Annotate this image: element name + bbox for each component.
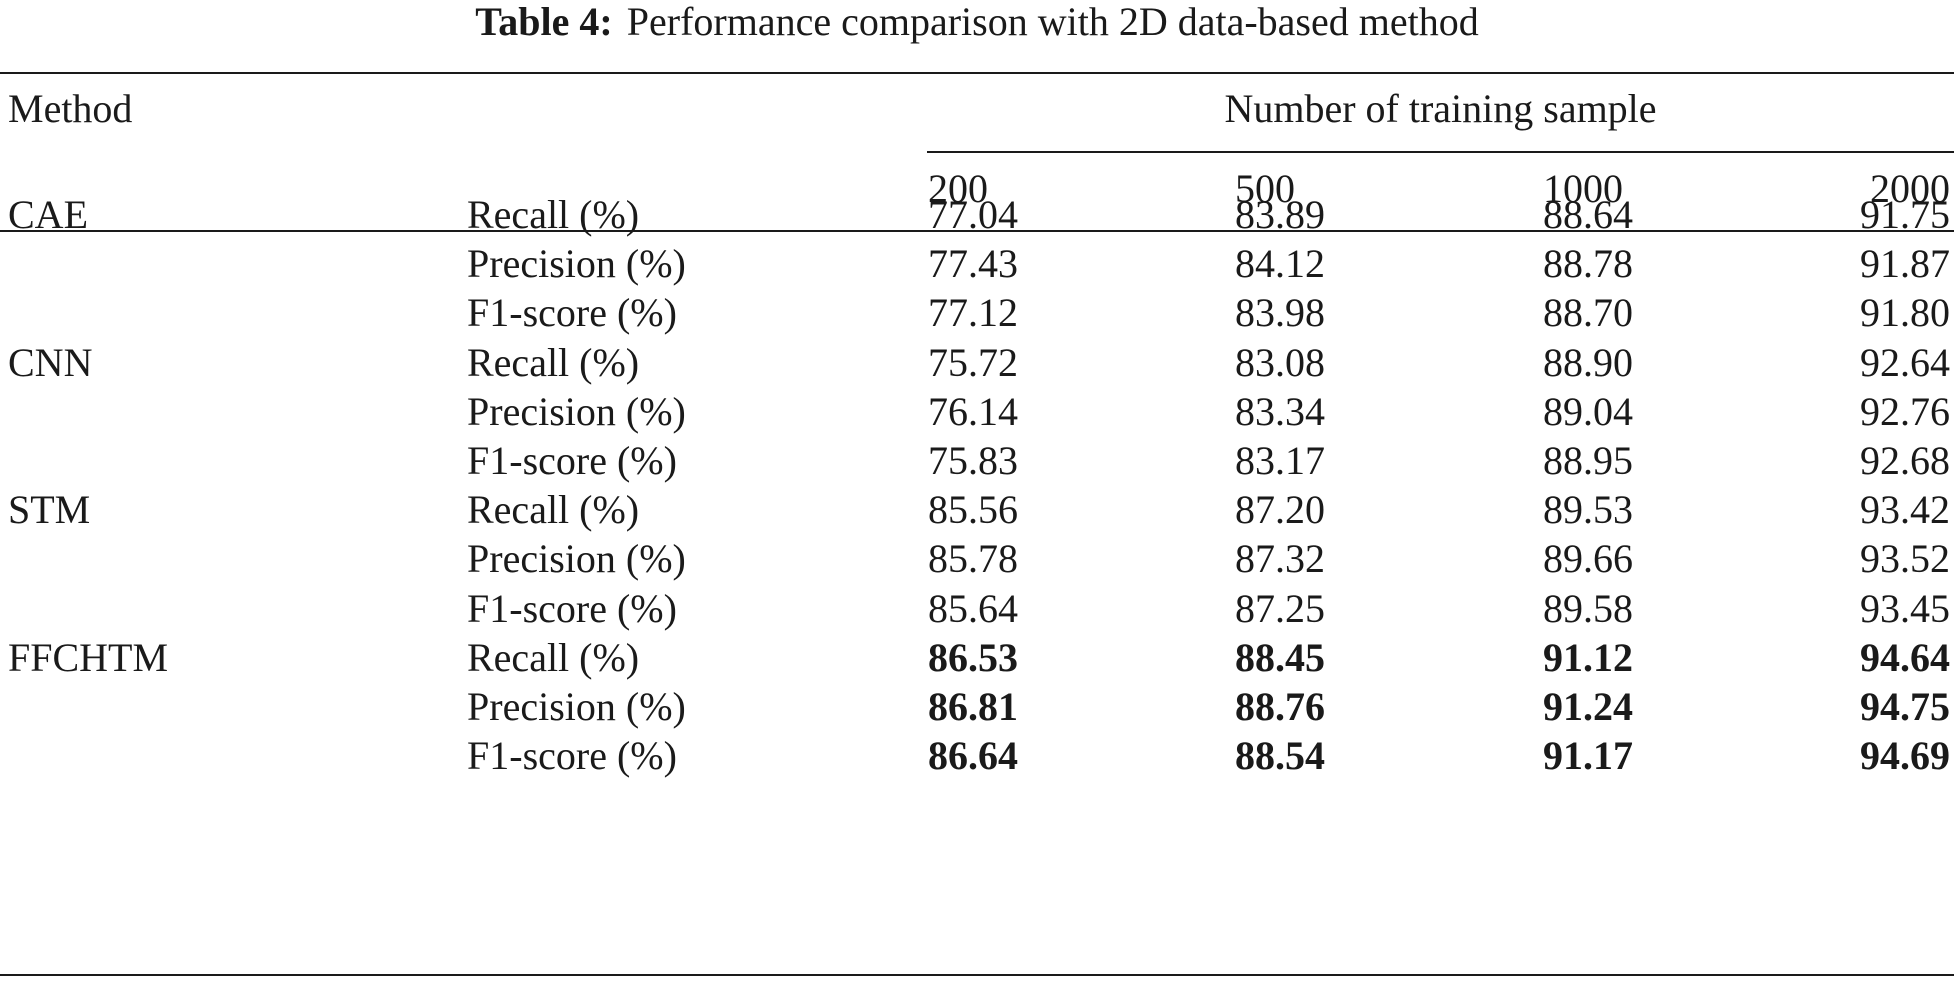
value-cell: 86.53: [928, 634, 1018, 680]
table-row: FFCHTM Recall (%) 86.53 88.45 91.12 94.64: [0, 634, 1954, 697]
table-row: F1-score (%) 75.83 83.17 88.95 92.68: [0, 439, 1954, 500]
value-cell: 75.72: [928, 339, 1018, 385]
metric-name: Recall (%): [467, 339, 640, 385]
value-cell: 93.52: [1860, 536, 1950, 582]
value-cell: 89.66: [1543, 536, 1633, 582]
value-cell: 85.56: [928, 487, 1018, 533]
value-cell: 76.14: [928, 388, 1018, 434]
table-row: F1-score (%) 86.64 88.54 91.17 94.69: [0, 734, 1954, 795]
metric-name: Recall (%): [467, 192, 640, 237]
value-cell: 92.64: [1860, 339, 1950, 385]
value-cell: 93.42: [1860, 487, 1950, 533]
value-cell: 91.87: [1860, 241, 1950, 287]
column-header-2000: 2000: [1870, 166, 1950, 211]
value-cell: 87.25: [1235, 585, 1325, 631]
value-cell: 89.58: [1543, 585, 1633, 631]
value-cell: 87.20: [1235, 487, 1325, 533]
value-cell: 85.78: [928, 536, 1018, 582]
value-cell: 83.98: [1235, 290, 1325, 336]
value-cell: 94.69: [1860, 733, 1950, 779]
value-cell: 88.64: [1543, 192, 1633, 237]
metric-name: F1-score (%): [467, 290, 677, 336]
value-cell: 88.78: [1543, 241, 1633, 287]
metric-name: Precision (%): [467, 684, 686, 729]
value-cell: 83.34: [1235, 388, 1325, 434]
value-cell: 94.75: [1860, 684, 1950, 729]
value-cell: 83.89: [1235, 192, 1325, 237]
value-cell: 88.90: [1543, 339, 1633, 385]
caption-text: Performance comparison with 2D data-base…: [626, 0, 1479, 44]
value-cell: 77.43: [928, 241, 1018, 287]
column-header-500: 500: [1235, 166, 1295, 211]
value-cell: 88.54: [1235, 733, 1325, 779]
metric-name: Recall (%): [467, 634, 640, 680]
caption-label: Table 4:: [475, 0, 613, 44]
metric-name: Precision (%): [467, 241, 686, 287]
group-header-rule: [927, 151, 1954, 153]
metric-name: F1-score (%): [467, 733, 677, 779]
value-cell: 91.12: [1543, 634, 1633, 680]
method-name: STM: [8, 487, 91, 533]
value-cell: 93.45: [1860, 585, 1950, 631]
column-header-1000: 1000: [1543, 166, 1623, 211]
value-cell: 85.64: [928, 585, 1018, 631]
value-cell: 75.83: [928, 438, 1018, 483]
value-cell: 87.32: [1235, 536, 1325, 582]
value-cell: 77.04: [928, 192, 1018, 237]
value-cell: 91.75: [1860, 192, 1950, 237]
training-sample-group-header: Number of training sample: [1224, 86, 1657, 131]
value-cell: 89.53: [1543, 487, 1633, 533]
table-row: STM Recall (%) 85.56 87.20 89.53 93.42: [0, 488, 1954, 549]
metric-name: F1-score (%): [467, 438, 677, 483]
table-row: F1-score (%) 77.12 83.98 88.70 91.80: [0, 291, 1954, 352]
table-row: CNN Recall (%) 75.72 83.08 88.90 92.64: [0, 339, 1954, 402]
table-row: Precision (%) 86.81 88.76 91.24 94.75: [0, 685, 1954, 746]
value-cell: 88.70: [1543, 290, 1633, 336]
value-cell: 91.17: [1543, 733, 1633, 779]
value-cell: 86.64: [928, 733, 1018, 779]
value-cell: 91.80: [1860, 290, 1950, 336]
method-name: CNN: [8, 339, 93, 385]
table-row: F1-score (%) 85.64 87.25 89.58 93.45: [0, 585, 1954, 648]
metric-name: Precision (%): [467, 388, 686, 434]
table-caption: Table 4: Performance comparison with 2D d…: [0, 0, 1954, 44]
column-header-200: 200: [928, 166, 988, 211]
table-row: Precision (%) 76.14 83.34 89.04 92.76: [0, 388, 1954, 451]
value-cell: 94.64: [1860, 634, 1950, 680]
value-cell: 89.04: [1543, 388, 1633, 434]
value-cell: 86.81: [928, 684, 1018, 729]
value-cell: 88.95: [1543, 438, 1633, 483]
table-row: Precision (%) 77.43 84.12 88.78 91.87: [0, 242, 1954, 303]
value-cell: 91.24: [1543, 684, 1633, 729]
metric-name: F1-score (%): [467, 585, 677, 631]
value-cell: 83.17: [1235, 438, 1325, 483]
top-rule: [0, 72, 1954, 74]
value-cell: 84.12: [1235, 241, 1325, 287]
table-row: Precision (%) 85.78 87.32 89.66 93.52: [0, 537, 1954, 598]
method-column-header: Method: [8, 86, 133, 131]
header-rule: [0, 230, 1954, 232]
metric-name: Precision (%): [467, 536, 686, 582]
value-cell: 83.08: [1235, 339, 1325, 385]
method-name: FFCHTM: [8, 634, 169, 680]
method-name: CAE: [8, 192, 88, 237]
value-cell: 88.76: [1235, 684, 1325, 729]
value-cell: 92.76: [1860, 388, 1950, 434]
value-cell: 77.12: [928, 290, 1018, 336]
bottom-rule: [0, 974, 1954, 976]
value-cell: 88.45: [1235, 634, 1325, 680]
value-cell: 92.68: [1860, 438, 1950, 483]
table-row: CAE Recall (%) 77.04 83.89 88.64 91.75: [0, 193, 1954, 254]
metric-name: Recall (%): [467, 487, 640, 533]
